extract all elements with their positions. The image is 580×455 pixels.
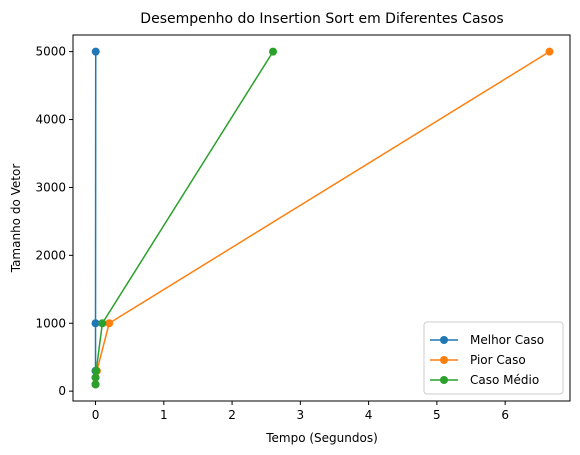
data-point <box>92 367 100 375</box>
chart-title: Desempenho do Insertion Sort em Diferent… <box>140 11 503 27</box>
x-tick-label: 2 <box>228 408 236 422</box>
series-0 <box>92 48 100 389</box>
y-tick-label: 2000 <box>35 248 66 262</box>
x-tick-label: 6 <box>501 408 509 422</box>
legend-label: Caso Médio <box>470 373 539 387</box>
legend-marker <box>440 376 448 384</box>
y-tick-label: 0 <box>58 384 66 398</box>
data-point <box>105 319 113 327</box>
x-axis-label: Tempo (Segundos) <box>265 431 378 445</box>
x-tick-label: 5 <box>433 408 441 422</box>
series-line <box>96 52 274 385</box>
y-tick-label: 4000 <box>35 113 66 127</box>
y-tick-label: 5000 <box>35 45 66 59</box>
legend-marker <box>440 336 448 344</box>
data-point <box>98 319 106 327</box>
x-tick-label: 1 <box>160 408 168 422</box>
x-axis: 0 1 2 3 4 5 6 <box>92 401 509 422</box>
data-point <box>92 374 100 382</box>
y-tick-label: 3000 <box>35 180 66 194</box>
legend-marker <box>440 356 448 364</box>
data-point <box>546 48 554 56</box>
y-tick-label: 1000 <box>35 316 66 330</box>
series-2 <box>92 48 278 389</box>
legend-label: Melhor Caso <box>470 333 544 347</box>
x-tick-label: 3 <box>297 408 305 422</box>
data-point <box>92 48 100 56</box>
y-axis-label: Tamanho do Vetor <box>9 164 23 274</box>
x-tick-label: 4 <box>365 408 373 422</box>
legend-label: Pior Caso <box>470 353 526 367</box>
legend: Melhor Caso Pior Caso Caso Médio <box>424 322 563 394</box>
data-point <box>92 319 100 327</box>
x-tick-label: 0 <box>92 408 100 422</box>
data-point <box>269 48 277 56</box>
y-axis: 0 1000 2000 3000 4000 5000 <box>35 45 73 399</box>
